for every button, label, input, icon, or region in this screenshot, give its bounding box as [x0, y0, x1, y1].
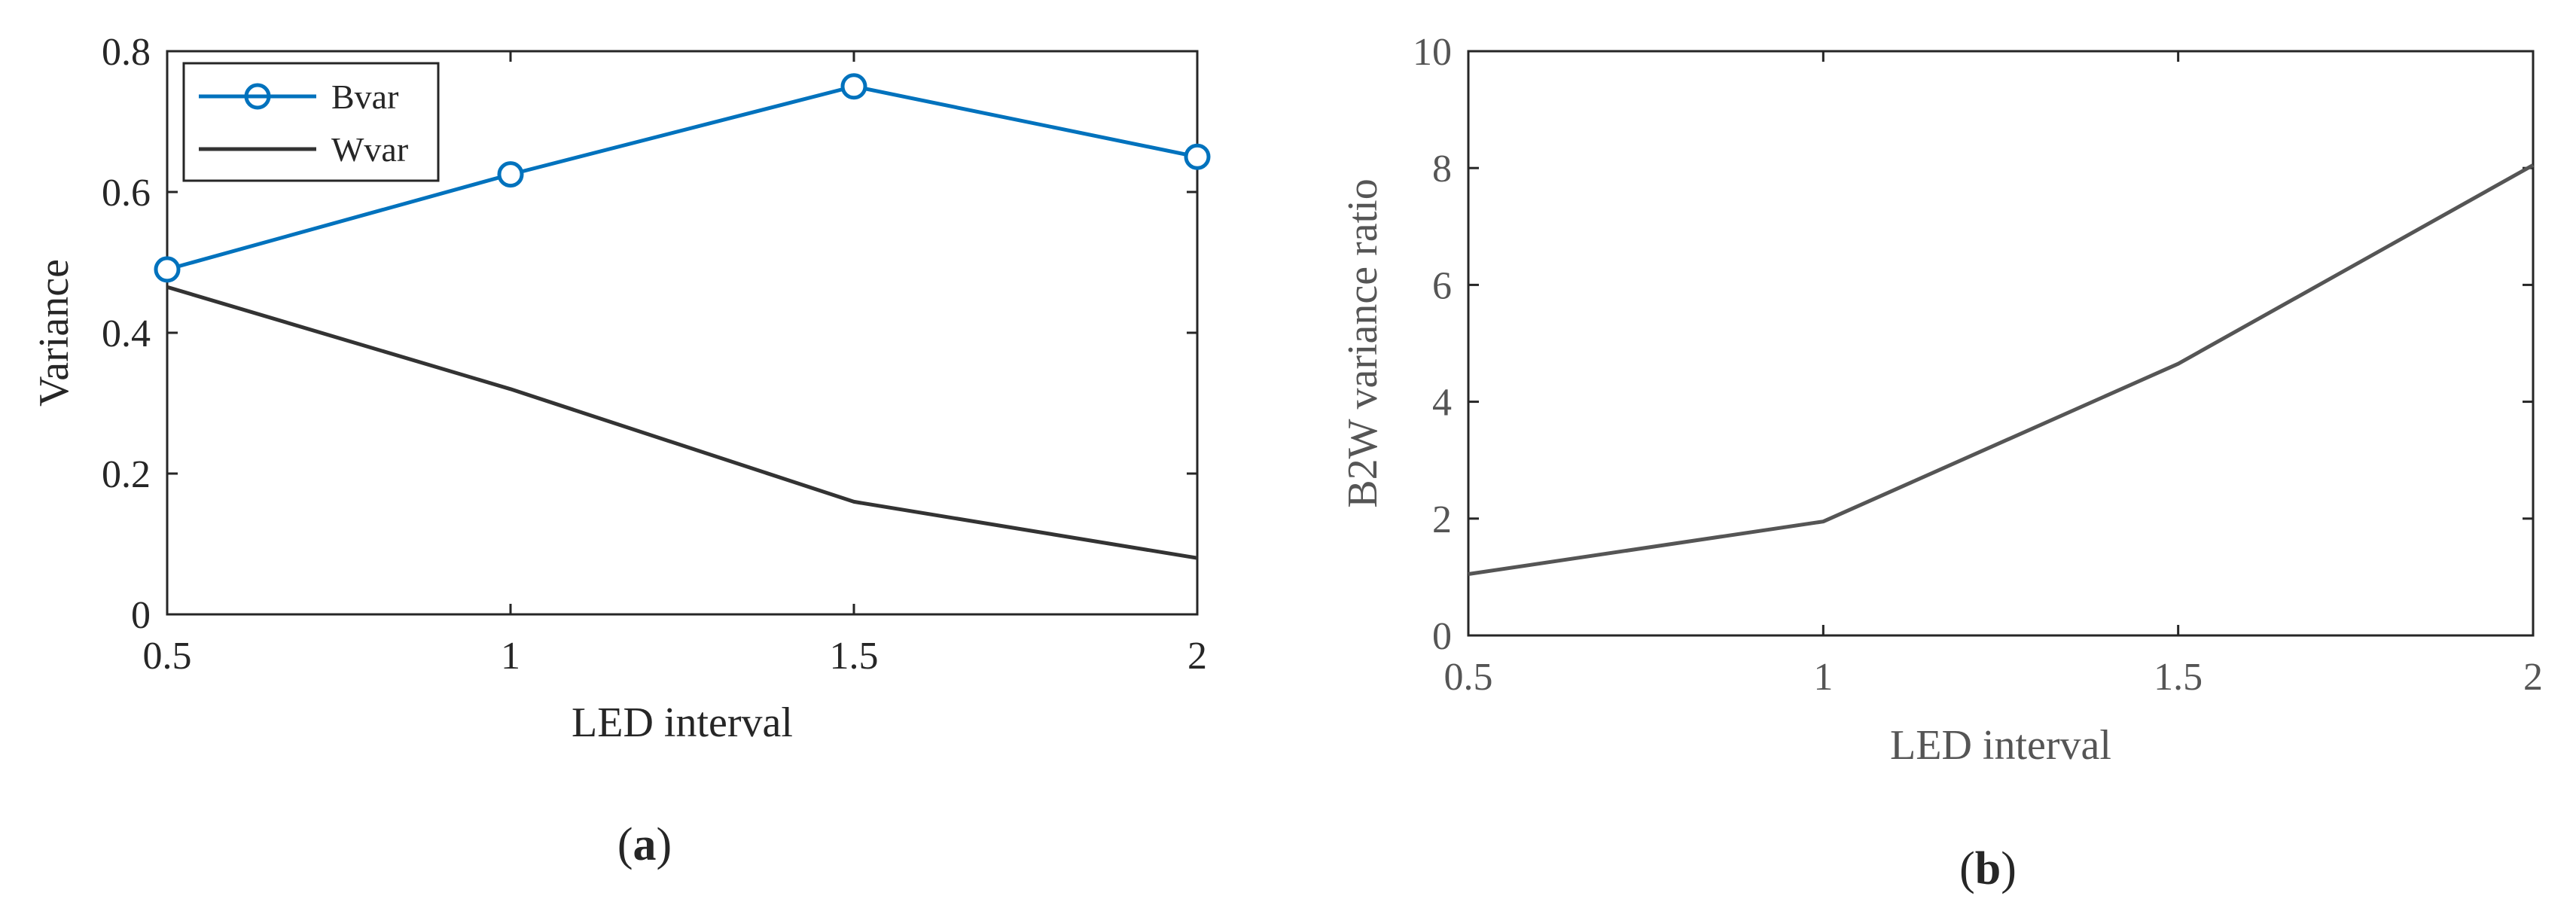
y-tick-label-a: 0 — [131, 594, 151, 637]
chart-panel-b: 0.5 1 1.5 2 0 2 4 6 8 10 LED interval B2W varian… — [1340, 31, 2543, 894]
panel-label-b: (b) — [1959, 843, 2017, 894]
series-group-b — [1468, 163, 2535, 576]
y-axis-label-a: Variance — [31, 259, 78, 407]
x-tick-label-b: 1.5 — [2154, 656, 2203, 699]
legend-box-a — [182, 62, 440, 182]
y-tick-labels-b: 0 2 4 6 8 10 — [1413, 31, 1452, 658]
y-tick-label-a: 0.4 — [102, 312, 151, 355]
x-tick-labels-b: 0.5 1 1.5 2 — [1444, 656, 2544, 699]
data-point-a-0 — [1184, 143, 1211, 170]
x-tick-label-b: 2 — [2523, 656, 2543, 699]
y-tick-label-b: 8 — [1432, 148, 1452, 190]
x-tick-label-a: 2 — [1187, 635, 1207, 678]
panel-letter-b: b — [1975, 843, 2001, 894]
tick-marks-a — [166, 50, 1199, 616]
data-point-a-0 — [154, 256, 181, 283]
x-axis-label-b: LED interval — [1890, 722, 2111, 769]
panel-label-a: (a) — [617, 819, 672, 870]
plot-area-frame-b — [1467, 50, 2535, 637]
x-tick-label-b: 1 — [1813, 656, 1833, 699]
x-tick-label-a: 0.5 — [143, 635, 192, 678]
x-tick-label-a: 1 — [501, 635, 520, 678]
series-line-b-0 — [1468, 163, 2535, 576]
series-line-a-0 — [166, 84, 1198, 272]
data-point-a-0 — [840, 73, 867, 100]
y-tick-label-b: 10 — [1413, 31, 1452, 74]
x-tick-label-a: 1.5 — [830, 635, 879, 678]
legend-label-wvar: Wvar — [331, 130, 408, 169]
x-axis-label-a: LED interval — [572, 699, 793, 746]
y-tick-labels-a: 0 0.2 0.4 0.6 0.8 — [102, 31, 151, 637]
y-axis-label-b: B2W variance ratio — [1340, 178, 1386, 507]
legend-label-bvar: Bvar — [331, 78, 398, 116]
data-point-a-0 — [497, 161, 524, 188]
legend-a: Bvar Wvar — [182, 62, 440, 182]
panel-letter-a: a — [633, 819, 657, 870]
y-tick-label-b: 4 — [1432, 382, 1452, 425]
y-tick-label-a: 0.2 — [102, 453, 151, 496]
tick-marks-b — [1467, 50, 2535, 637]
y-tick-label-a: 0.8 — [102, 31, 151, 74]
y-tick-label-b: 2 — [1432, 498, 1452, 541]
y-tick-label-a: 0.6 — [102, 172, 151, 215]
y-tick-label-b: 0 — [1432, 615, 1452, 658]
x-tick-labels-a: 0.5 1 1.5 2 — [143, 635, 1208, 678]
y-tick-label-b: 6 — [1432, 264, 1452, 307]
series-group-a — [154, 73, 1211, 560]
chart-panel-a: 0.5 1 1.5 2 0 0.2 0.4 0.6 0.8 LED interval Vari… — [31, 31, 1211, 870]
legend-marker-bvar — [244, 83, 271, 110]
x-tick-label-b: 0.5 — [1444, 656, 1493, 699]
series-line-a-1 — [166, 285, 1198, 560]
